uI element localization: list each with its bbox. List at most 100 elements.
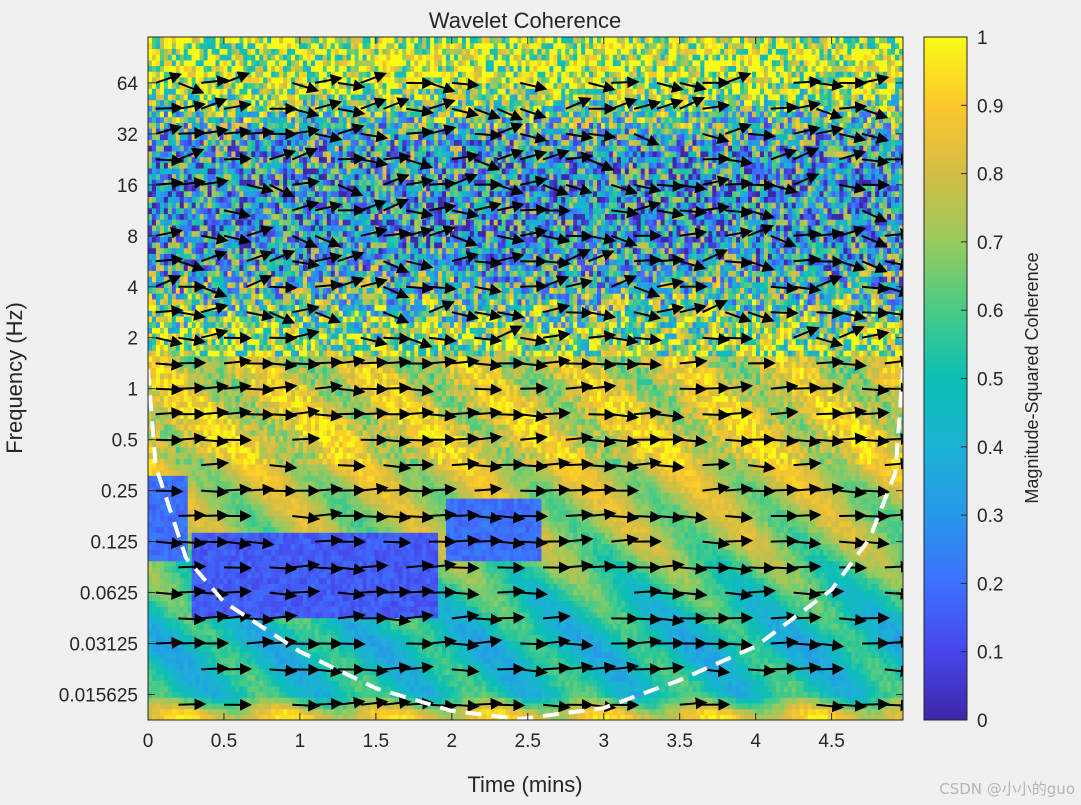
heatmap-cell (787, 589, 793, 596)
heatmap-cell (215, 657, 221, 664)
heatmap-cell (899, 606, 903, 613)
heatmap-cell (529, 708, 535, 715)
heatmap-cell (235, 685, 240, 693)
heatmap-cell (604, 611, 610, 619)
heatmap-cell (895, 594, 900, 602)
heatmap-cell (148, 646, 153, 653)
heatmap-cell (179, 702, 185, 710)
heatmap-cell (211, 577, 217, 584)
heatmap-cell (171, 634, 177, 641)
heatmap-cell (465, 680, 471, 687)
heatmap-cell (835, 651, 841, 658)
heatmap-cell (374, 577, 380, 584)
heatmap-cell (430, 606, 435, 613)
heatmap-cell (871, 583, 876, 590)
heatmap-cell (827, 617, 833, 624)
heatmap-cell (163, 691, 169, 698)
heatmap-cell (295, 685, 300, 693)
heatmap-cell (195, 600, 201, 607)
heatmap-cell (382, 634, 388, 641)
heatmap-cell (863, 668, 868, 676)
heatmap-cell (608, 589, 614, 596)
heatmap-cell (461, 623, 467, 630)
heatmap-cell (696, 663, 701, 670)
heatmap-cell (831, 646, 837, 653)
heatmap-cell (775, 623, 781, 630)
heatmap-cell (461, 651, 467, 658)
heatmap-cell (700, 708, 705, 715)
heatmap-cell (656, 646, 662, 653)
heatmap-cell (815, 708, 821, 715)
heatmap-cell (442, 691, 447, 698)
heatmap-cell (167, 589, 173, 596)
heatmap-cell (525, 691, 531, 698)
heatmap-cell (612, 685, 618, 693)
heatmap-cell (871, 680, 876, 687)
heatmap-cell (450, 697, 455, 704)
heatmap-cell (493, 685, 499, 693)
heatmap-cell (219, 634, 225, 641)
heatmap-cell (167, 680, 173, 687)
heatmap-cell (390, 583, 395, 590)
heatmap-cell (700, 691, 705, 698)
heatmap-cell (597, 691, 602, 698)
heatmap-cell (775, 600, 781, 607)
heatmap-cell (394, 685, 399, 693)
heatmap-cell (759, 577, 765, 584)
heatmap-cell (167, 708, 173, 715)
heatmap-cell (267, 606, 272, 613)
heatmap-cell (676, 583, 682, 590)
heatmap-cell (585, 634, 590, 641)
heatmap-cell (748, 657, 753, 664)
heatmap-cell (593, 674, 598, 681)
heatmap-cell (636, 577, 642, 584)
heatmap-cell (827, 714, 833, 720)
heatmap-cell (775, 714, 781, 720)
heatmap-cell (668, 583, 674, 590)
heatmap-cell (636, 691, 642, 698)
heatmap-cell (295, 572, 300, 579)
heatmap-cell (553, 691, 558, 698)
heatmap-cell (271, 577, 276, 584)
heatmap-cell (386, 680, 391, 687)
heatmap-cell (167, 611, 173, 619)
heatmap-cell (656, 702, 662, 710)
heatmap-cell (787, 583, 793, 590)
heatmap-cell (620, 617, 626, 624)
heatmap-cell (422, 646, 427, 653)
heatmap-cell (704, 680, 709, 687)
heatmap-cell (227, 680, 233, 687)
heatmap-cell (267, 594, 272, 602)
heatmap-cell (887, 623, 892, 630)
heatmap-cell (207, 611, 213, 619)
heatmap-cell (640, 600, 646, 607)
heatmap-cell (501, 634, 507, 641)
heatmap-cell (402, 577, 407, 584)
heatmap-cell (569, 589, 574, 596)
heatmap-cell (159, 657, 165, 664)
heatmap-cell (513, 594, 519, 602)
heatmap-cell (708, 606, 713, 613)
heatmap-cell (636, 708, 642, 715)
heatmap-cell (688, 651, 693, 658)
heatmap-cell (831, 577, 837, 584)
heatmap-cell (390, 577, 395, 584)
heatmap-cell (553, 668, 558, 676)
heatmap-cell (163, 657, 169, 664)
heatmap-cell (457, 646, 463, 653)
heatmap-cell (211, 646, 217, 653)
heatmap-cell (203, 668, 209, 676)
heatmap-cell (318, 589, 324, 596)
heatmap-cell (247, 685, 252, 693)
heatmap-cell (553, 594, 558, 602)
heatmap-cell (875, 697, 880, 704)
heatmap-cell (390, 600, 395, 607)
heatmap-cell (779, 583, 785, 590)
heatmap-cell (859, 685, 864, 693)
heatmap-cell (243, 628, 248, 636)
heatmap-cell (306, 577, 312, 584)
heatmap-cell (497, 685, 503, 693)
heatmap-cell (342, 583, 348, 590)
heatmap-cell (867, 714, 872, 720)
heatmap-cell (688, 714, 693, 720)
